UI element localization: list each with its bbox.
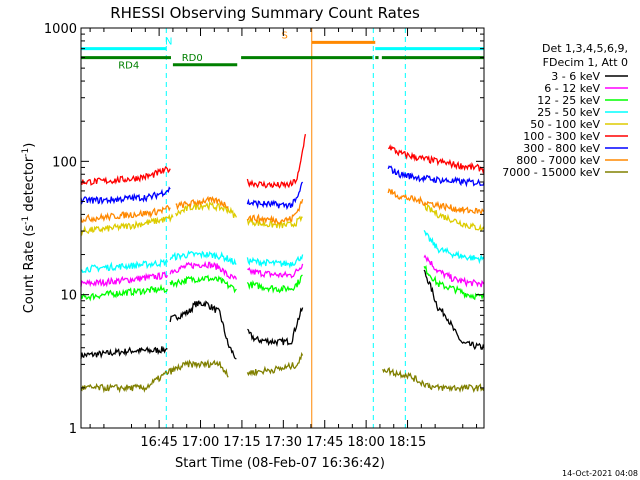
legend-entry: 100 - 300 keV: [523, 130, 600, 143]
legend-entry: 800 - 7000 keV: [516, 154, 600, 167]
x-tick-label: 18:00: [347, 435, 384, 450]
series-segment: [247, 307, 304, 348]
series-segment: [169, 250, 237, 265]
chart-title: RHESSI Observing Summary Count Rates: [110, 4, 420, 22]
series-segment: [247, 263, 304, 279]
legend: Det 1,3,4,5,6,9,FDecim 1, Att 03 - 6 keV…: [502, 42, 628, 179]
legend-entry: 12 - 25 keV: [537, 94, 600, 107]
series-segment: [175, 200, 237, 218]
series-line: [80, 264, 485, 302]
event-label: S: [282, 30, 288, 41]
series-segment: [388, 144, 485, 175]
series-segment: [80, 359, 229, 394]
series-line: [80, 351, 485, 394]
series-segment: [423, 203, 485, 233]
legend-entry: 6 - 12 keV: [544, 82, 600, 95]
x-tick-label: 17:30: [265, 435, 302, 450]
y-axis-label: Count Rate (s-1 detector-1): [21, 143, 37, 314]
series-segment: [227, 344, 237, 360]
series-segment: [80, 346, 168, 359]
x-tick-label: 17:00: [182, 435, 219, 450]
x-axis: 16:45 17:00 17:15 17:30 17:45 18:00 18:15: [89, 28, 478, 450]
series-lines: [80, 133, 485, 394]
series-segment: [80, 213, 174, 237]
x-tick-label: 17:15: [223, 435, 260, 450]
series-segment: [80, 204, 171, 223]
legend-entry: 3 - 6 keV: [551, 70, 600, 83]
series-segment: [387, 165, 485, 188]
plot-frame: [80, 27, 485, 429]
event-bars: N S RD4 RD0: [81, 30, 484, 72]
series-segment: [169, 260, 238, 280]
series-segment: [246, 274, 303, 294]
series-segment: [423, 269, 485, 351]
series-segment: [246, 254, 304, 269]
event-label: N: [165, 37, 172, 48]
series-segment: [80, 283, 169, 302]
series-segment: [80, 271, 168, 288]
series-segment: [80, 186, 171, 206]
series-line: [80, 188, 485, 226]
series-line: [80, 133, 485, 190]
series-segment: [246, 133, 307, 190]
legend-entry: 300 - 800 keV: [523, 142, 600, 155]
x-axis-label: Start Time (08-Feb-07 16:36:42): [175, 456, 385, 471]
series-segment: [169, 274, 237, 294]
series-segment: [81, 258, 169, 274]
vertical-markers: [165, 28, 406, 428]
y-tick-label: 100: [52, 155, 77, 170]
event-label: RD0: [182, 53, 203, 64]
series-segment: [246, 351, 304, 377]
x-tick-label: 18:15: [389, 435, 426, 450]
x-tick-label: 16:45: [140, 435, 177, 450]
series-segment: [175, 195, 229, 211]
series-segment: [423, 254, 485, 288]
series-line: [80, 165, 485, 211]
series-line: [80, 254, 485, 288]
series-segment: [80, 165, 171, 186]
y-tick-label: 10: [60, 289, 77, 304]
series-segment: [423, 264, 485, 301]
series-segment: [246, 199, 304, 226]
series-segment: [423, 230, 485, 265]
footer-timestamp: 14-Oct-2021 04:08: [562, 469, 638, 478]
series-segment: [246, 181, 304, 211]
y-tick-label: 1: [69, 422, 77, 437]
event-label: RD4: [118, 61, 139, 72]
series-segment: [169, 300, 229, 345]
x-tick-label: 17:45: [306, 435, 343, 450]
series-line: [80, 269, 485, 360]
series-line: [80, 200, 485, 237]
series-segment: [382, 366, 485, 393]
legend-entry: 7000 - 15000 keV: [502, 166, 600, 179]
series-segment: [387, 188, 485, 215]
legend-header: FDecim 1, Att 0: [543, 56, 628, 69]
legend-header: Det 1,3,4,5,6,9,: [542, 42, 628, 55]
y-tick-label: 1000: [44, 22, 77, 37]
y-axis: 1 10 100 1000: [44, 22, 484, 437]
legend-entry: 25 - 50 keV: [537, 106, 600, 119]
legend-entry: 50 - 100 keV: [530, 118, 600, 131]
series-line: [81, 230, 485, 274]
